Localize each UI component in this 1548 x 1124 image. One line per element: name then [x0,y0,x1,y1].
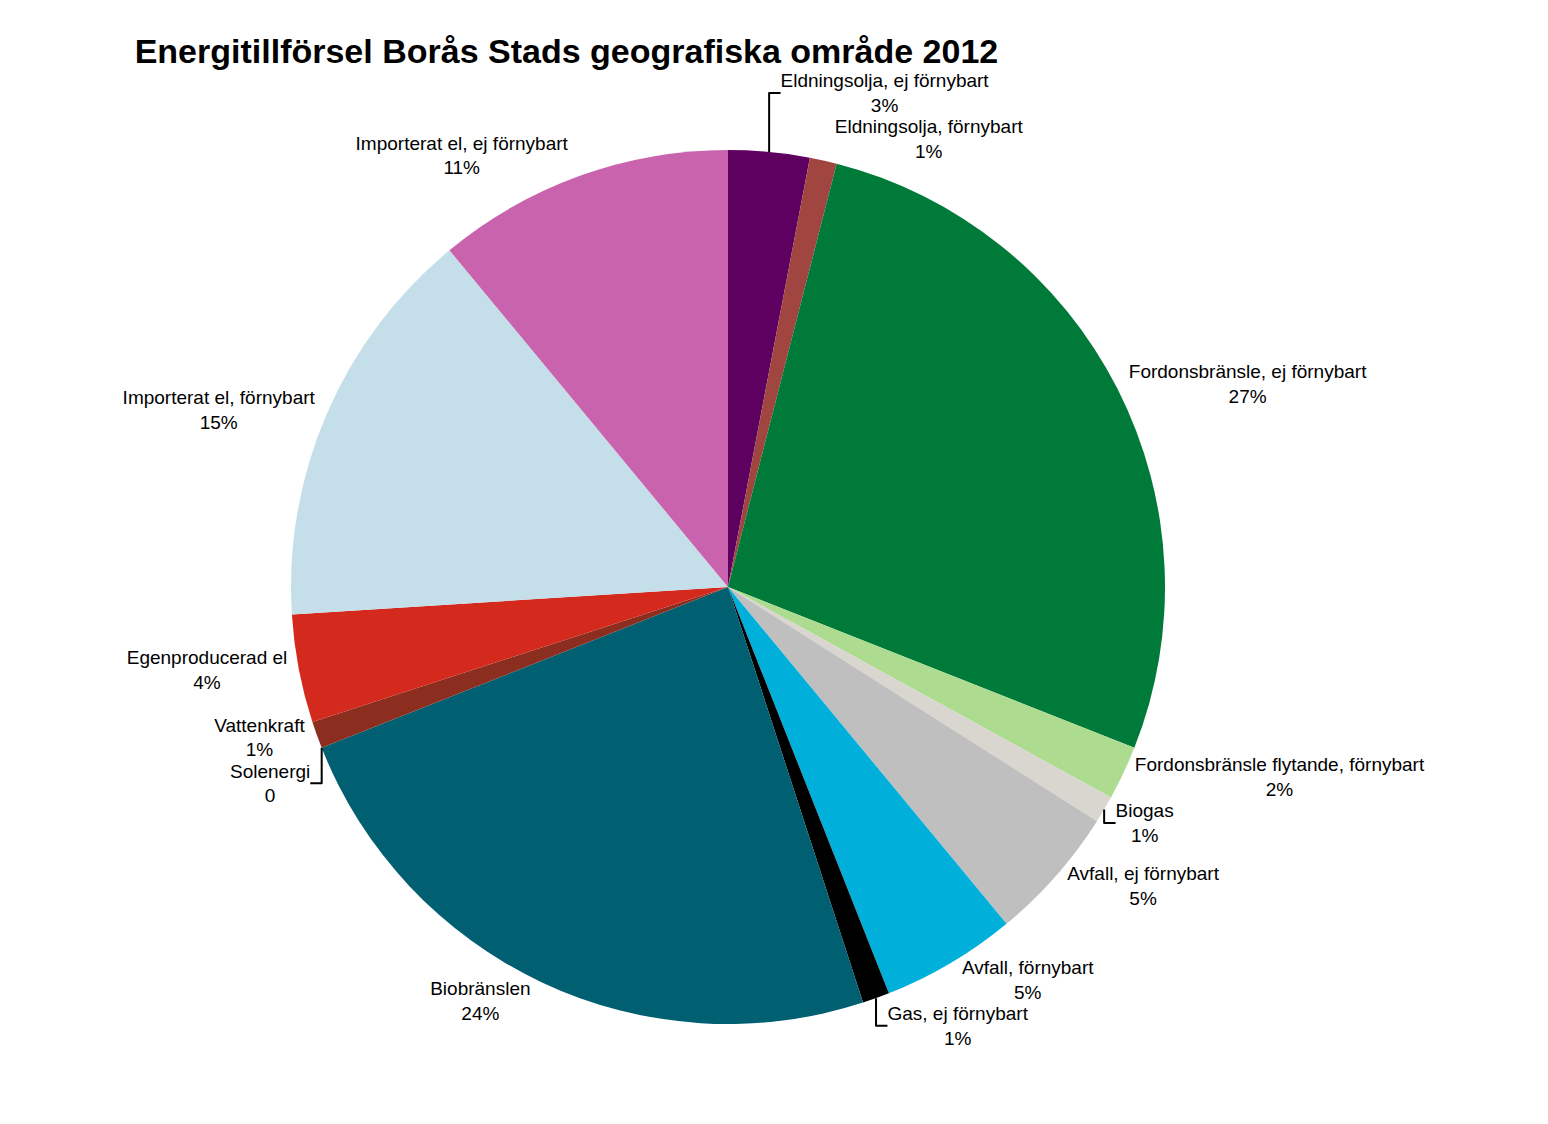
svg-text:Biobränslen24%: Biobränslen24% [430,978,530,1024]
svg-text:Fordonsbränsle flytande, förny: Fordonsbränsle flytande, förnybart2% [1135,754,1425,800]
svg-text:Importerat el, ej förnybart11%: Importerat el, ej förnybart11% [356,133,569,179]
svg-text:Egenproducerad el4%: Egenproducerad el4% [127,647,288,693]
svg-text:Energitillförsel Borås Stads g: Energitillförsel Borås Stads geografiska… [135,32,999,70]
svg-text:Avfall, förnybart5%: Avfall, förnybart5% [962,957,1094,1003]
svg-text:Biogas1%: Biogas1% [1116,800,1174,846]
svg-text:Solenergi0: Solenergi0 [230,761,310,807]
svg-text:Importerat el, förnybart15%: Importerat el, förnybart15% [123,387,316,433]
svg-text:Eldningsolja, ej förnybart3%: Eldningsolja, ej förnybart3% [781,70,990,116]
svg-text:Avfall, ej förnybart5%: Avfall, ej förnybart5% [1067,863,1219,909]
svg-text:Eldningsolja, förnybart1%: Eldningsolja, förnybart1% [835,116,1024,162]
svg-text:Fordonsbränsle, ej förnybart27: Fordonsbränsle, ej förnybart27% [1129,361,1367,407]
svg-text:Vattenkraft1%: Vattenkraft1% [214,715,305,761]
svg-text:Gas, ej förnybart1%: Gas, ej förnybart1% [887,1003,1028,1049]
